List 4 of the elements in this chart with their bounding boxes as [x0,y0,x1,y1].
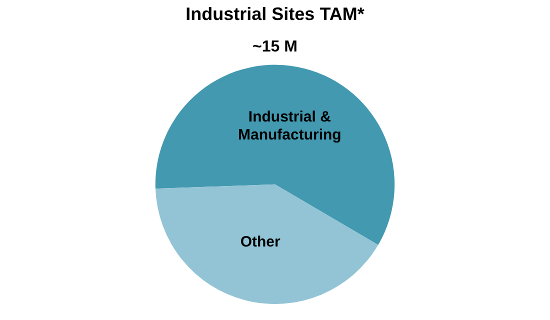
chart-subtitle: ~15 M [252,38,298,56]
chart-title: Industrial Sites TAM* [186,4,364,24]
slice-label: Other [240,234,280,251]
slice-label: Industrial & Manufacturing [238,108,342,144]
